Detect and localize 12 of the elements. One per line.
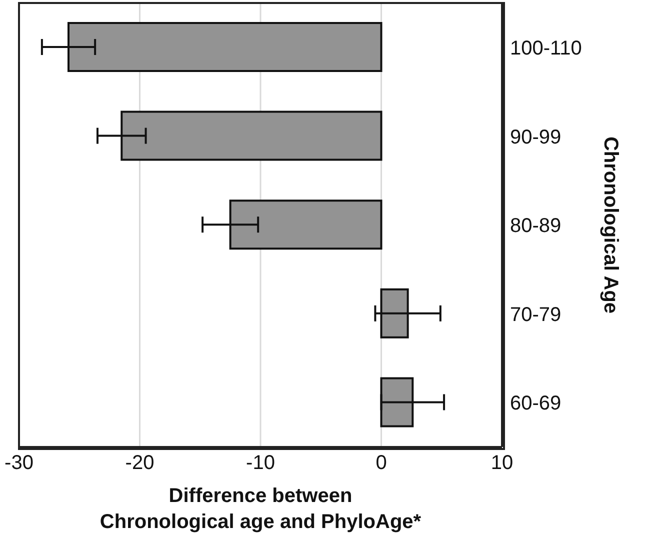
x-tick-label: -10 xyxy=(246,452,275,474)
x-axis-title: Difference between Chronological age and PhyloAge* xyxy=(98,484,422,535)
y-tick-label: 100-110 xyxy=(510,38,582,60)
x-tick-label: -20 xyxy=(125,452,154,474)
y-tick-label: 70-79 xyxy=(510,304,562,326)
x-tick-label: -30 xyxy=(4,452,34,474)
y-tick-label: 90-99 xyxy=(510,126,562,148)
y-tick-label: 80-89 xyxy=(510,215,562,238)
y-tick-label: 60-69 xyxy=(510,392,562,415)
x-tick-label: 0 xyxy=(376,452,387,474)
y-axis-title: Chronological Age xyxy=(598,136,622,314)
x-tick-label: 10 xyxy=(490,452,514,474)
